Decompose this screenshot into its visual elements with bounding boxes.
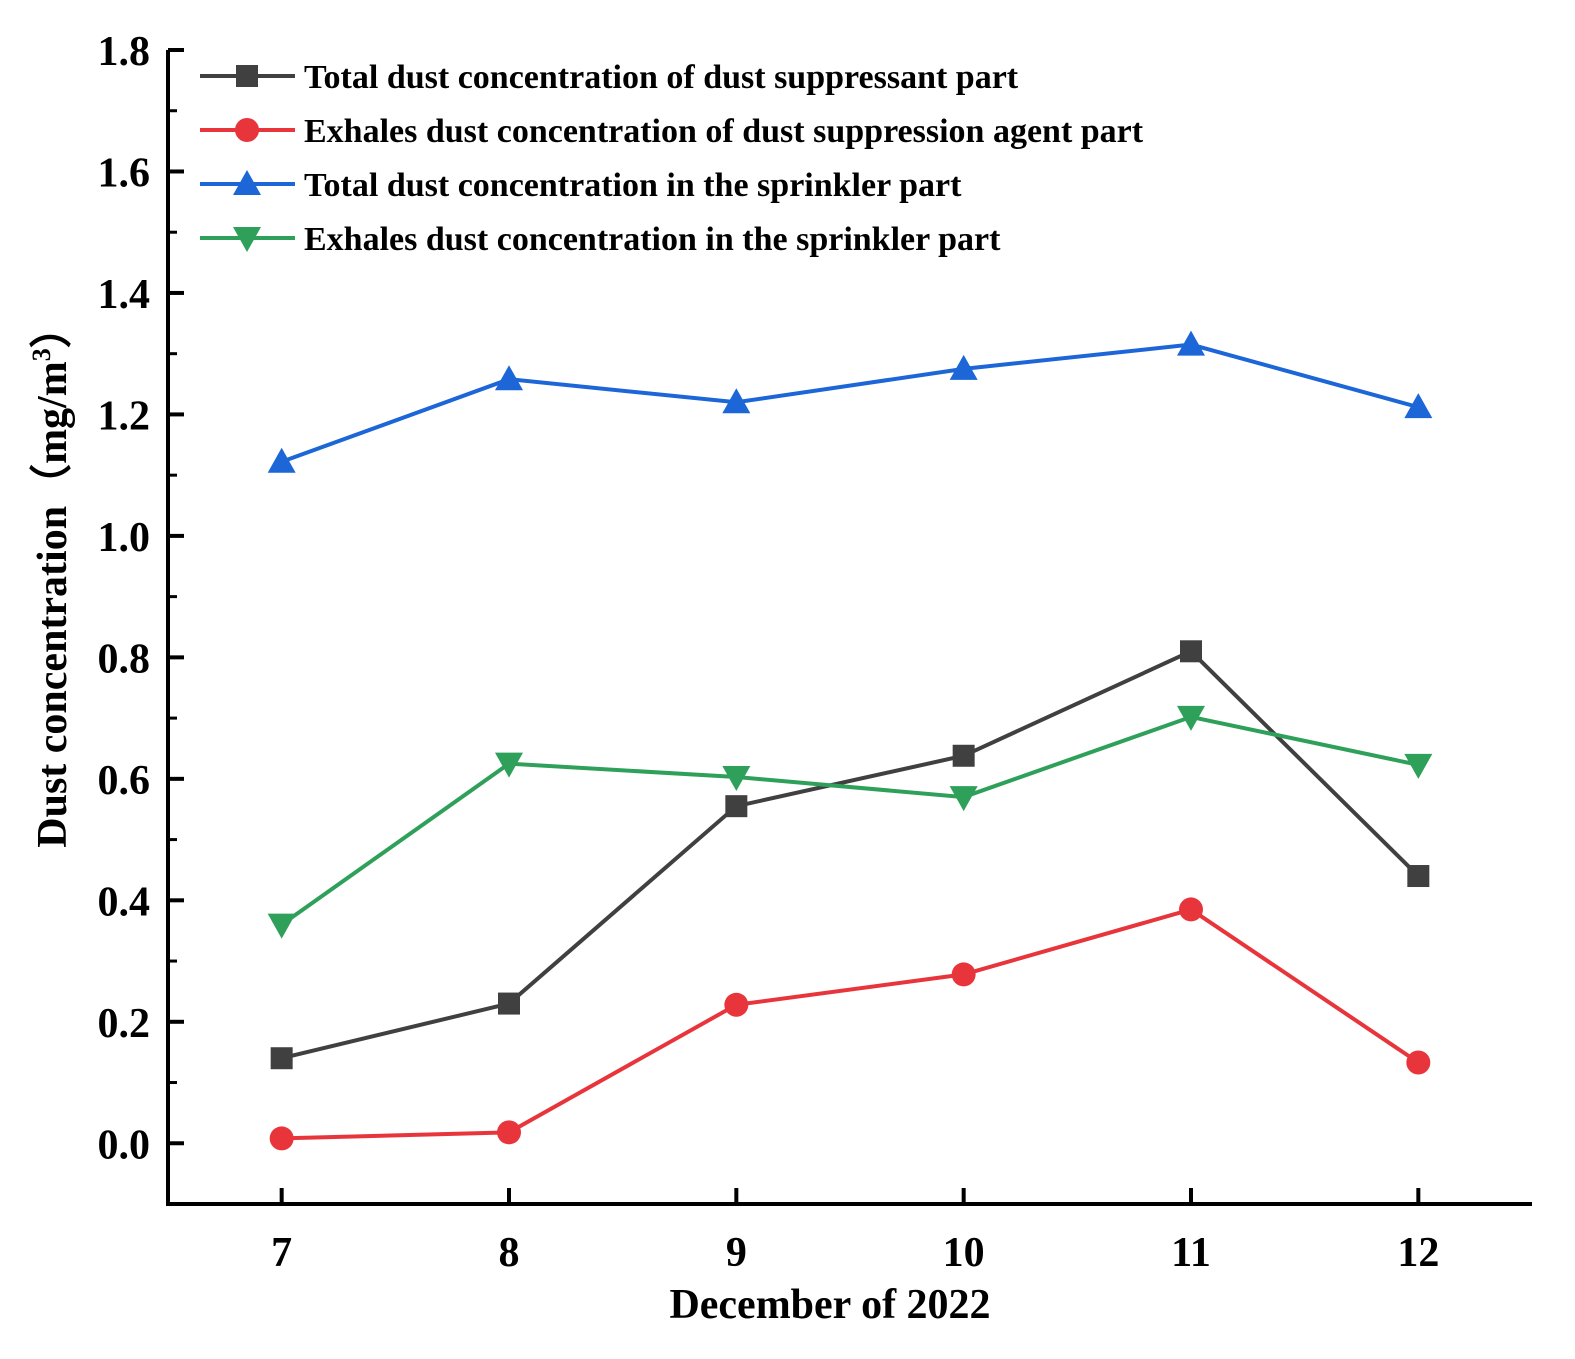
legend-label: Total dust concentration of dust suppres… — [304, 59, 1019, 96]
series-line — [281, 907, 1420, 1141]
x-tick-label: 9 — [726, 1230, 747, 1276]
data-point — [724, 992, 749, 1017]
data-point — [497, 1120, 521, 1145]
x-tick-label: 8 — [499, 1230, 520, 1276]
data-point — [949, 354, 978, 380]
y-tick-label: 1.8 — [98, 29, 151, 75]
y-axis-title-close: ） — [29, 306, 76, 348]
series-line — [280, 714, 1419, 927]
data-point — [951, 962, 976, 987]
data-point — [1177, 330, 1205, 356]
y-tick-label: 1.4 — [98, 272, 151, 318]
data-point — [949, 786, 978, 812]
y-tick-label: 0.8 — [98, 636, 151, 682]
x-tick-label: 11 — [1171, 1230, 1211, 1276]
legend-item-3: Total dust concentration in the sprinkle… — [200, 167, 962, 204]
data-point — [725, 795, 748, 818]
x-tick-label: 7 — [271, 1230, 292, 1276]
data-point — [952, 744, 975, 767]
data-point — [1404, 753, 1433, 779]
y-tick-label: 0.0 — [98, 1122, 151, 1168]
series-3 — [267, 330, 1433, 473]
legend-label: Exhales dust concentration of dust suppr… — [304, 113, 1144, 150]
y-tick-label: 1.0 — [98, 515, 151, 561]
legend-item-1: Total dust concentration of dust suppres… — [200, 59, 1019, 96]
series-line — [280, 342, 1419, 464]
y-axis-title-superscript: 3 — [27, 348, 56, 361]
data-point — [267, 447, 296, 473]
y-axis-title-main: Dust concentration（mg/m — [29, 361, 76, 847]
y-tick-label: 1.2 — [98, 393, 151, 439]
y-axis-title: Dust concentration（mg/m3） — [27, 306, 76, 847]
legend-marker — [236, 65, 258, 87]
legend-label: Total dust concentration in the sprinkle… — [304, 167, 962, 204]
y-tick-label: 0.2 — [98, 1001, 151, 1047]
legend-label: Exhales dust concentration in the sprink… — [304, 221, 1001, 258]
series-2 — [269, 897, 1431, 1151]
data-point — [1406, 1050, 1431, 1075]
data-point — [1407, 865, 1430, 888]
series — [267, 330, 1433, 1151]
series-1 — [270, 640, 1430, 1070]
data-point — [1180, 640, 1202, 663]
y-tick-label: 0.4 — [98, 879, 151, 925]
data-point — [267, 913, 296, 939]
data-point — [269, 1126, 294, 1151]
legend-marker — [233, 227, 261, 252]
x-axis-title: December of 2022 — [669, 1282, 990, 1328]
data-point — [1177, 705, 1205, 731]
data-point — [722, 388, 751, 414]
ticks: 0.0 0.2 0.4 0.6 0.8 1.0 1.2 1.4 1.6 1.8 7 8 9 10 11 12 — [98, 29, 1440, 1276]
legend-item-2: Exhales dust concentration of dust suppr… — [200, 113, 1144, 150]
series-4 — [267, 705, 1433, 939]
legend-marker — [233, 170, 261, 195]
data-point — [498, 992, 520, 1015]
data-point — [1404, 393, 1433, 419]
data-point — [495, 365, 523, 391]
y-tick-label: 1.6 — [98, 150, 151, 196]
x-tick-label: 10 — [943, 1230, 985, 1276]
y-tick-label: 0.6 — [98, 758, 151, 804]
data-point — [722, 766, 751, 792]
data-point — [495, 752, 523, 778]
axes — [166, 50, 1532, 1206]
data-point — [270, 1047, 293, 1070]
legend-marker — [235, 118, 259, 142]
series-line — [281, 648, 1420, 1061]
legend: Total dust concentration of dust suppres… — [200, 59, 1144, 258]
legend-item-4: Exhales dust concentration in the sprink… — [200, 221, 1001, 258]
x-tick-label: 12 — [1397, 1230, 1439, 1276]
data-point — [1179, 897, 1203, 922]
